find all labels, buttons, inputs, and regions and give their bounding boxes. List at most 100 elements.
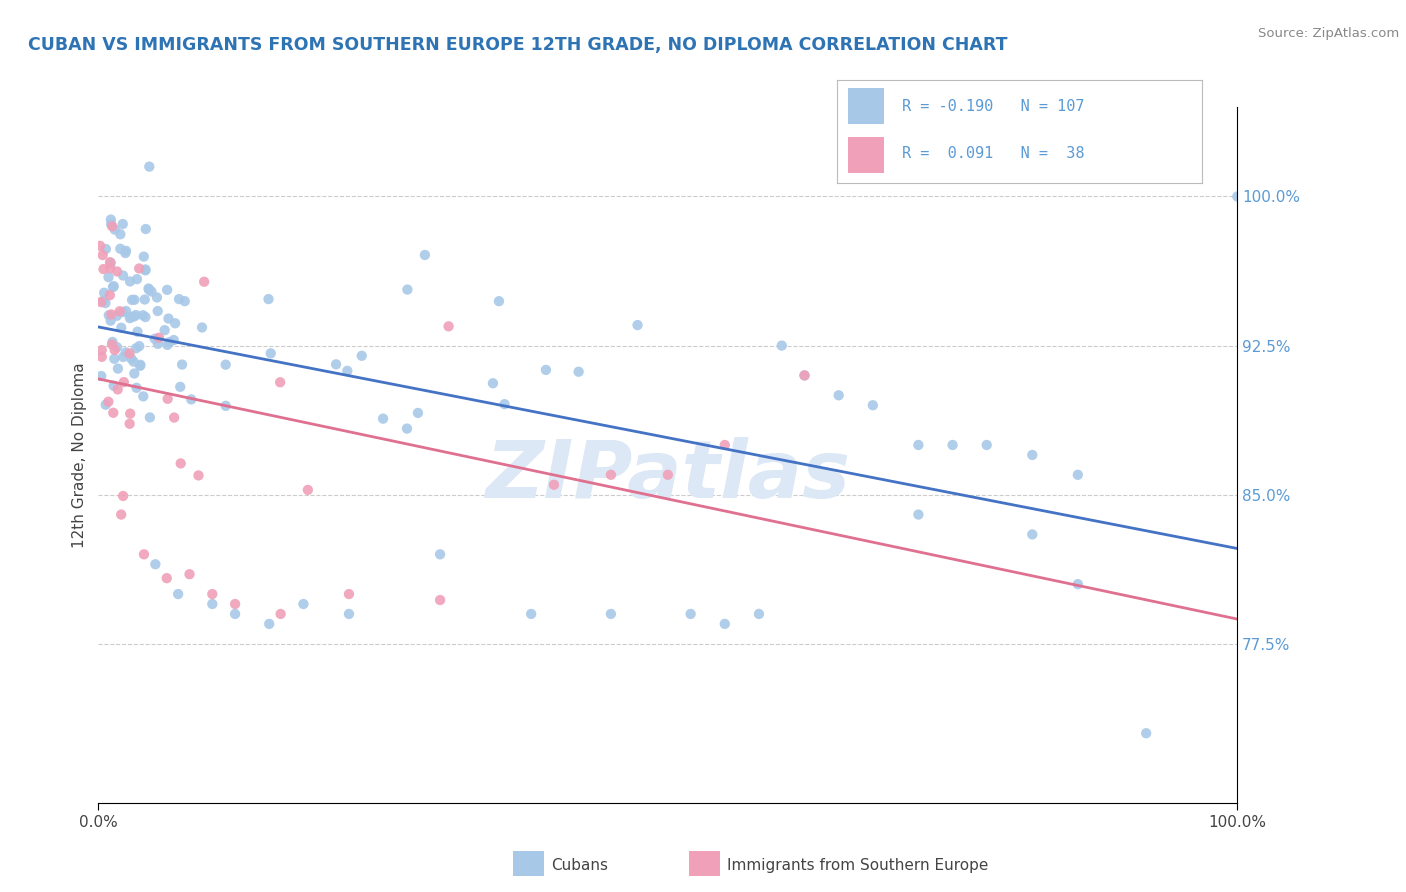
Point [269,376,291,390]
Point [127,325,149,339]
Point [224,597,246,611]
Point [1021,527,1043,541]
Point [187,468,209,483]
Point [97,394,120,409]
Point [1021,448,1043,462]
Point [156,283,179,297]
Point [148,331,170,345]
Point [110,320,132,334]
Point [90,343,112,358]
Point [139,410,162,425]
Point [862,398,884,412]
Point [191,320,214,334]
Point [600,607,623,621]
Point [770,338,793,352]
Point [292,597,315,611]
Point [100,313,122,327]
Point [1067,577,1090,591]
Point [100,256,122,270]
Point [122,354,145,368]
Point [153,323,176,337]
Point [121,293,143,307]
Point [180,392,202,407]
Point [128,261,150,276]
Point [101,219,124,234]
Text: Cubans: Cubans [551,858,609,872]
Point [134,263,156,277]
Point [714,616,737,631]
Point [104,343,127,357]
Point [942,438,965,452]
Point [156,571,179,585]
Point [907,438,929,452]
Text: R = -0.190   N = 107: R = -0.190 N = 107 [903,99,1085,114]
Point [101,337,124,351]
Point [224,607,246,621]
Point [125,272,148,286]
Point [94,398,117,412]
Point [118,417,141,431]
Point [157,311,180,326]
Point [215,399,238,413]
Point [93,285,115,300]
Point [135,222,157,236]
Point [146,290,169,304]
Point [138,160,160,174]
Point [97,270,120,285]
Point [156,392,179,406]
Point [167,292,190,306]
Point [100,217,122,231]
Point [108,304,131,318]
Point [170,457,193,471]
Point [105,264,128,278]
Point [97,308,120,322]
Point [94,296,117,310]
Point [115,244,138,258]
Point [111,217,134,231]
Point [120,407,142,421]
Point [159,335,181,350]
Point [482,376,505,391]
Text: Source: ZipAtlas.com: Source: ZipAtlas.com [1258,27,1399,40]
Point [337,607,360,621]
Point [494,397,516,411]
Point [125,308,148,322]
Point [138,281,160,295]
Point [165,316,187,330]
Point [201,597,224,611]
Point [90,369,112,384]
Point [110,227,132,242]
Y-axis label: 12th Grade, No Diploma: 12th Grade, No Diploma [72,362,87,548]
Point [100,308,122,322]
Point [395,421,418,435]
Point [90,295,112,310]
Point [98,255,121,269]
Point [124,310,146,324]
Point [120,351,142,366]
Point [134,262,156,277]
Point [129,358,152,372]
Point [146,336,169,351]
Point [406,406,429,420]
Point [163,410,186,425]
Text: ZIPatlas: ZIPatlas [485,437,851,515]
Point [626,318,648,332]
Point [98,288,121,302]
Point [114,246,136,260]
Point [112,375,135,389]
Point [118,346,141,360]
Point [132,308,155,322]
Text: Immigrants from Southern Europe: Immigrants from Southern Europe [727,858,988,872]
Point [396,283,419,297]
Point [107,383,129,397]
Point [976,438,998,452]
Point [215,358,238,372]
Point [128,339,150,353]
Text: R =  0.091   N =  38: R = 0.091 N = 38 [903,146,1085,161]
Point [125,381,148,395]
Point [793,368,815,383]
Point [132,250,155,264]
Point [132,389,155,403]
Point [257,292,280,306]
Point [107,361,129,376]
